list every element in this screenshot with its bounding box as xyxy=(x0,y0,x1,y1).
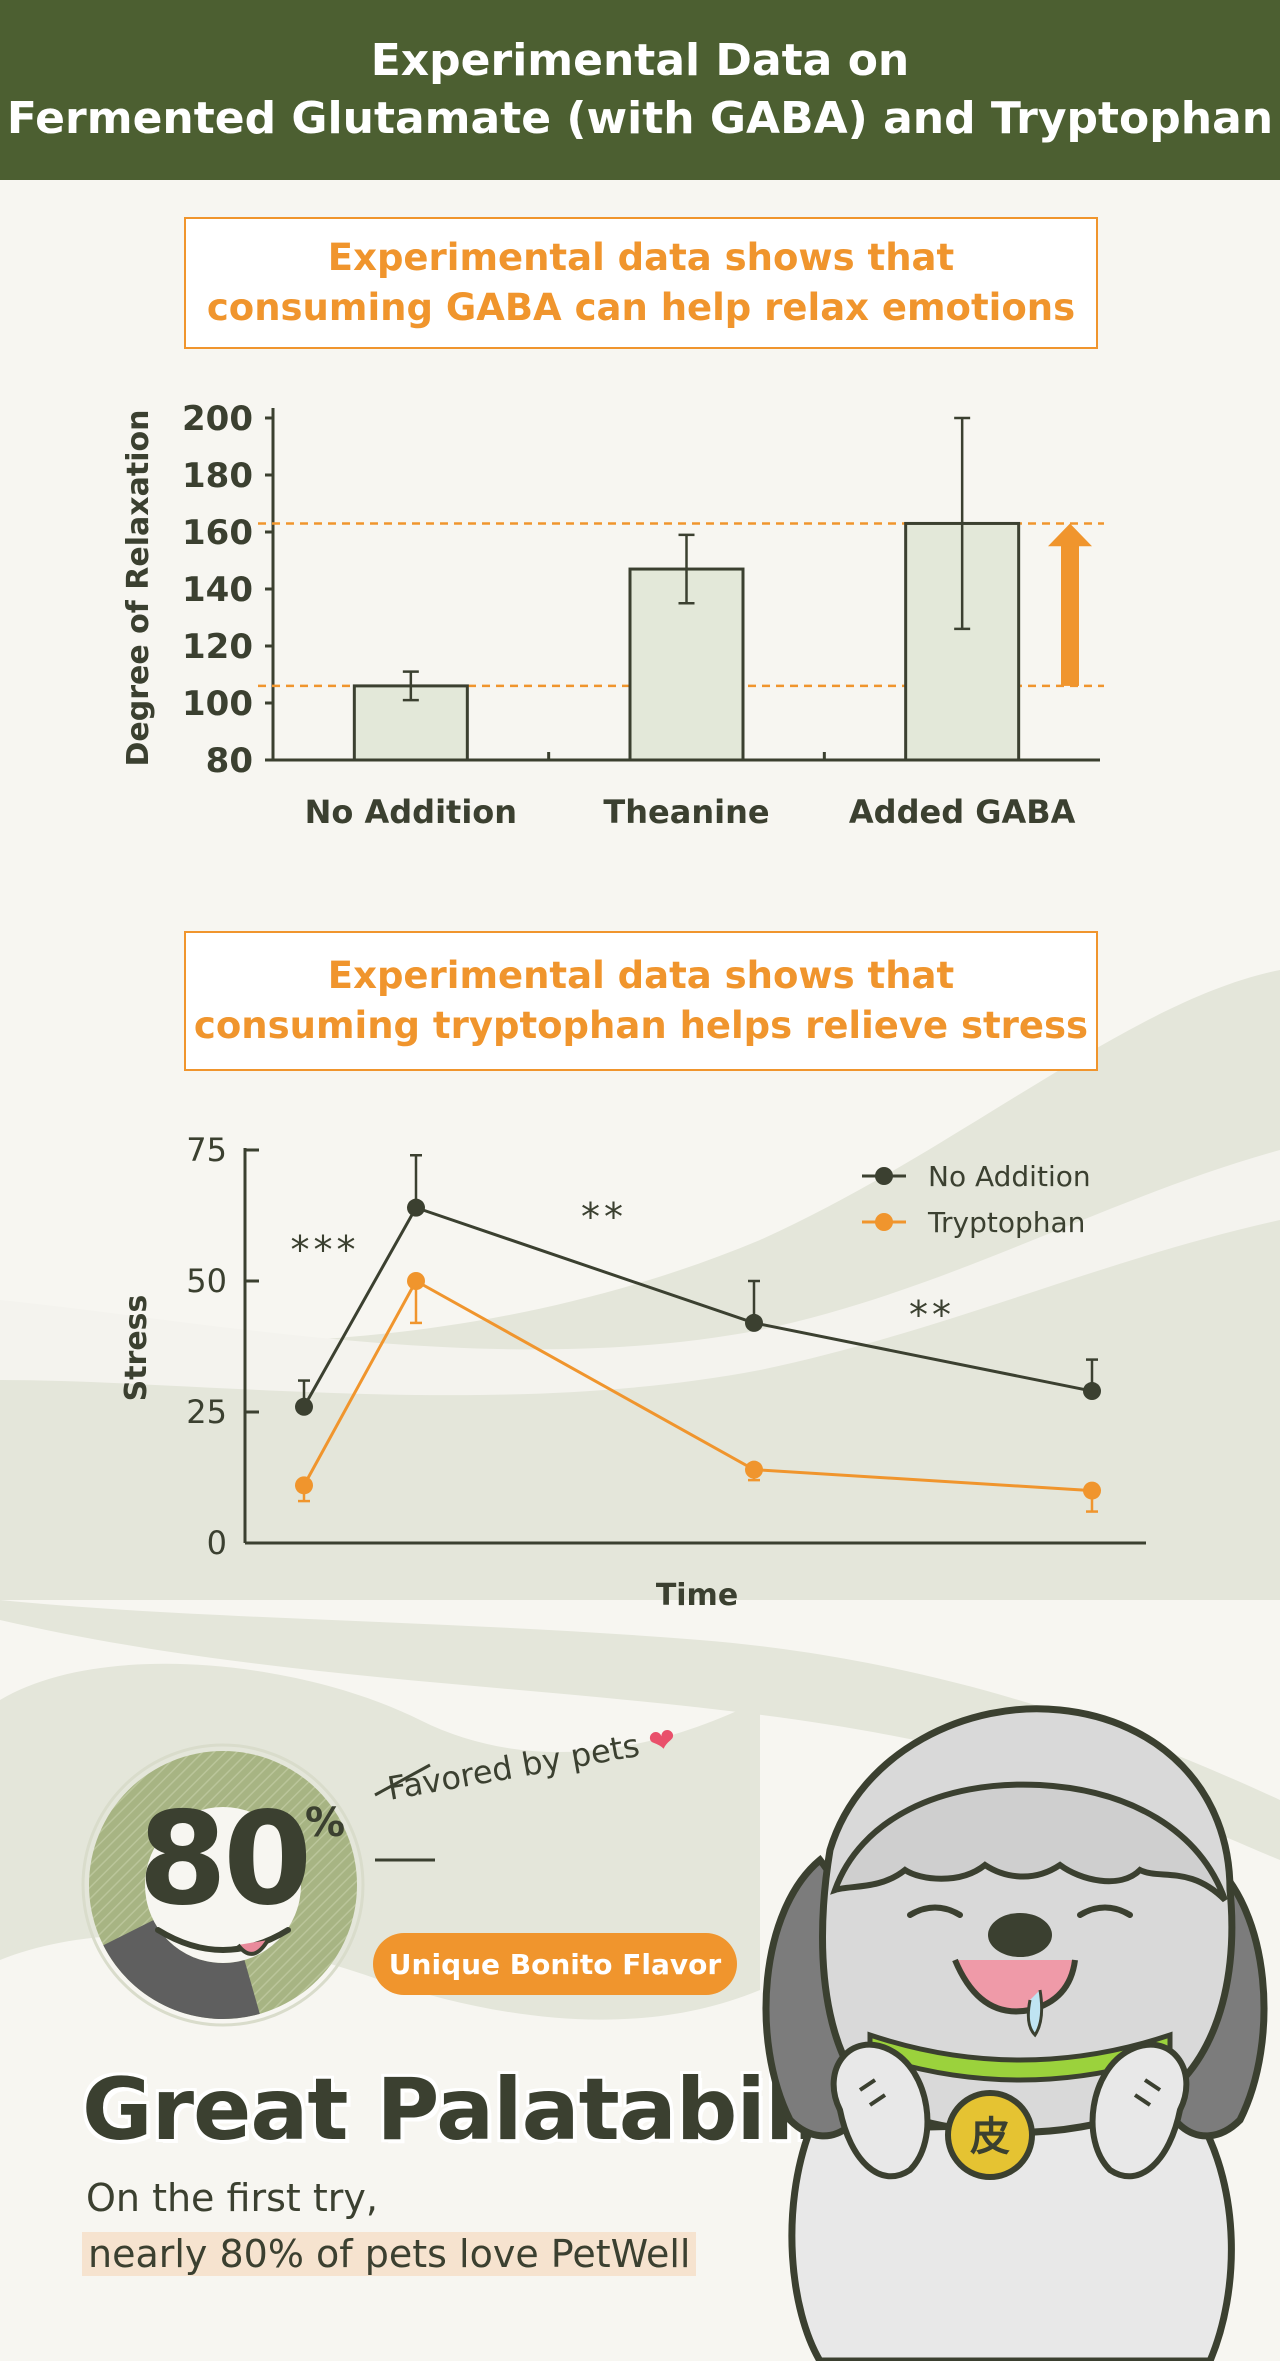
ring-center xyxy=(145,1807,301,1963)
palatability-ring xyxy=(81,1743,365,2027)
bar-y-tick-label: 180 xyxy=(182,456,253,496)
line-chart-legend: No Addition Tryptophan xyxy=(862,1160,1091,1239)
legend-label-no-addition: No Addition xyxy=(928,1160,1091,1193)
bonito-flavor-badge: Unique Bonito Flavor xyxy=(373,1933,737,1995)
bar-y-tick-label: 100 xyxy=(182,684,253,724)
series-point xyxy=(745,1460,763,1479)
series-point xyxy=(1083,1481,1101,1500)
palatability-sub-line2: nearly 80% of pets love PetWell xyxy=(82,2232,697,2276)
relaxation-bar-chart: 80 100 120 140 160 180 200 Degree of Relaxatio… xyxy=(121,399,1104,831)
bar-chart-ylabel: Degree of Relaxation xyxy=(121,410,156,767)
series-point xyxy=(407,1198,425,1217)
gaba-callout-line2: consuming GABA can help relax emotions xyxy=(206,286,1076,329)
significance-markers: ******* xyxy=(291,1195,955,1337)
bar-y-tick-label: 120 xyxy=(182,627,253,667)
line-chart-ylabel: Stress xyxy=(119,1295,154,1402)
gaba-callout-line1: Experimental data shows that xyxy=(327,236,955,279)
series-point xyxy=(1083,1382,1101,1401)
stress-line-chart: 0 25 50 75 Stress Time No Addition Tryptoph… xyxy=(119,1131,1146,1613)
tongue-icon xyxy=(236,1938,270,1956)
smile-icon xyxy=(155,1927,291,1953)
right-paw xyxy=(1089,2041,1190,2180)
header-line1: Experimental Data on xyxy=(370,35,910,86)
collar-tag-char: 皮 xyxy=(970,2114,1010,2160)
legend-label-tryptophan: Tryptophan xyxy=(927,1206,1085,1239)
palatability-percent: 80 xyxy=(138,1785,312,1934)
page-header: Experimental Data on Fermented Glutamate… xyxy=(0,0,1280,180)
drool-icon xyxy=(1026,1989,1044,2038)
bar-category-label: No Addition xyxy=(305,793,517,831)
series-point xyxy=(407,1272,425,1290)
bar-chart-categories: No Addition Theanine Added GABA xyxy=(305,793,1076,831)
bar-category-label: Added GABA xyxy=(849,793,1076,831)
increase-arrow-shaft xyxy=(1061,540,1079,686)
bar-y-tick-label: 80 xyxy=(206,741,253,781)
bar-chart-plot: 80 100 120 140 160 180 200 xyxy=(182,399,1104,781)
legend-marker-no-addition xyxy=(875,1167,893,1185)
significance-label: ** xyxy=(909,1293,955,1337)
tryptophan-callout-line2: consuming tryptophan helps relieve stres… xyxy=(193,1004,1089,1047)
series-point xyxy=(295,1397,313,1416)
ring-remaining-segment xyxy=(103,1920,260,2019)
tryptophan-callout-line1: Experimental data shows that xyxy=(327,954,955,997)
accent-strokes xyxy=(374,1763,435,1862)
series-line xyxy=(302,1278,1093,1493)
palatability-percent-sign: % xyxy=(305,1800,346,1846)
line-chart-plot: 0 25 50 75 xyxy=(186,1131,1146,1562)
series-point xyxy=(295,1476,313,1495)
bar-y-tick-label: 140 xyxy=(182,570,253,610)
bar-y-tick-label: 160 xyxy=(182,513,253,553)
palatability-sub-line1: On the first try, xyxy=(86,2176,378,2220)
gaba-callout: Experimental data shows that consuming G… xyxy=(184,217,1098,349)
legend-marker-tryptophan xyxy=(875,1213,893,1231)
series-point xyxy=(745,1313,763,1332)
series-line xyxy=(302,1205,1093,1408)
left-paw xyxy=(830,2041,931,2180)
increase-arrow-head xyxy=(1048,523,1092,547)
tryptophan-callout: Experimental data shows that consuming t… xyxy=(184,931,1098,1071)
bar-y-tick-label: 200 xyxy=(182,399,253,439)
line-chart-xlabel: Time xyxy=(656,1578,738,1613)
line-y-tick-label: 0 xyxy=(207,1524,227,1562)
header-line2: Fermented Glutamate (with GABA) and Tryp… xyxy=(6,93,1274,144)
collar-tag xyxy=(945,2090,1035,2180)
line-y-tick-label: 75 xyxy=(186,1131,227,1169)
line-y-tick-label: 50 xyxy=(186,1262,227,1300)
bar-category-label: Theanine xyxy=(603,793,769,831)
dog-mascot-illustration: 皮 xyxy=(762,1705,1268,2361)
line-y-tick-label: 25 xyxy=(186,1393,227,1431)
significance-label: ** xyxy=(581,1195,627,1239)
significance-label: *** xyxy=(291,1228,360,1272)
